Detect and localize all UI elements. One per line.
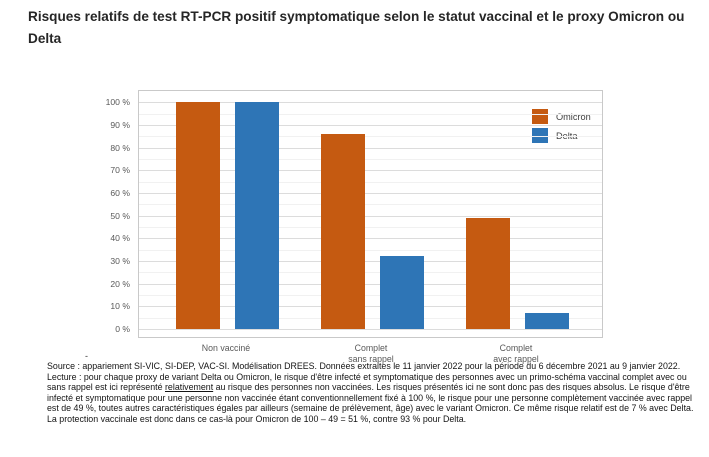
x-tick-label: Non vacciné xyxy=(201,343,251,353)
legend-label-delta: Delta xyxy=(556,131,577,141)
legend-item-delta: Delta xyxy=(532,127,591,144)
gridline-major xyxy=(139,102,602,104)
y-tick-label: 50 % xyxy=(110,210,130,221)
y-tick-label: 60 % xyxy=(110,187,130,198)
y-tick-label: 100 % xyxy=(105,97,130,108)
y-tick-label: 80 % xyxy=(110,142,130,153)
gridline-major xyxy=(139,124,602,126)
y-tick-label: 20 % xyxy=(110,278,130,289)
y-tick-label: 0 % xyxy=(115,324,130,334)
gridline-minor xyxy=(139,294,602,296)
plot-area: Omicron Delta xyxy=(138,90,603,338)
gridline-major xyxy=(139,260,602,262)
y-tick-label: 40 % xyxy=(110,233,130,244)
legend-item-omicron: Omicron xyxy=(532,108,591,125)
gridline-minor xyxy=(139,204,602,206)
gridline-major xyxy=(139,192,602,194)
reading-note: Lecture : pour chaque proxy de variant D… xyxy=(47,371,694,424)
gridline-minor xyxy=(139,113,602,115)
gridline-minor xyxy=(139,226,602,228)
footnote-block: Source : appariement SI-VIC, SI-DEP, VAC… xyxy=(47,361,705,424)
bar-delta-2 xyxy=(525,313,569,329)
bar-omicron-1 xyxy=(321,134,365,329)
gridline-minor xyxy=(139,249,602,251)
x-tick-label: Complet sans rappel xyxy=(348,343,394,364)
y-tick-label: 70 % xyxy=(110,165,130,176)
y-tick-label: 10 % xyxy=(110,301,130,312)
y-tick-label: 90 % xyxy=(110,119,130,130)
stray-dash-mark: - xyxy=(85,351,88,361)
gridline-minor xyxy=(139,272,602,274)
chart-legend: Omicron Delta xyxy=(532,108,591,146)
gridline-major xyxy=(139,283,602,285)
legend-swatch-delta xyxy=(532,128,548,143)
legend-swatch-omicron xyxy=(532,109,548,124)
source-note: Source : appariement SI-VIC, SI-DEP, VAC… xyxy=(47,361,681,371)
underlined-word: relativement xyxy=(164,382,214,392)
chart-title: Risques relatifs de test RT-PCR positif … xyxy=(28,9,685,46)
gridline-minor xyxy=(139,136,602,138)
gridline-major xyxy=(139,238,602,240)
gridline-major xyxy=(139,306,602,308)
gridline-major xyxy=(139,147,602,149)
gridline-minor xyxy=(139,158,602,160)
gridline-major xyxy=(139,215,602,217)
gridline-minor xyxy=(139,181,602,183)
gridline-minor xyxy=(139,317,602,319)
bar-delta-0 xyxy=(235,102,279,329)
legend-label-omicron: Omicron xyxy=(556,111,591,122)
bar-omicron-2 xyxy=(466,217,510,329)
gridline-major xyxy=(139,329,602,330)
bar-delta-1 xyxy=(380,256,424,329)
x-tick-label: Complet avec rappel xyxy=(493,343,539,364)
bar-omicron-0 xyxy=(176,102,220,329)
gridline-major xyxy=(139,170,602,172)
y-tick-label: 30 % xyxy=(110,255,130,266)
